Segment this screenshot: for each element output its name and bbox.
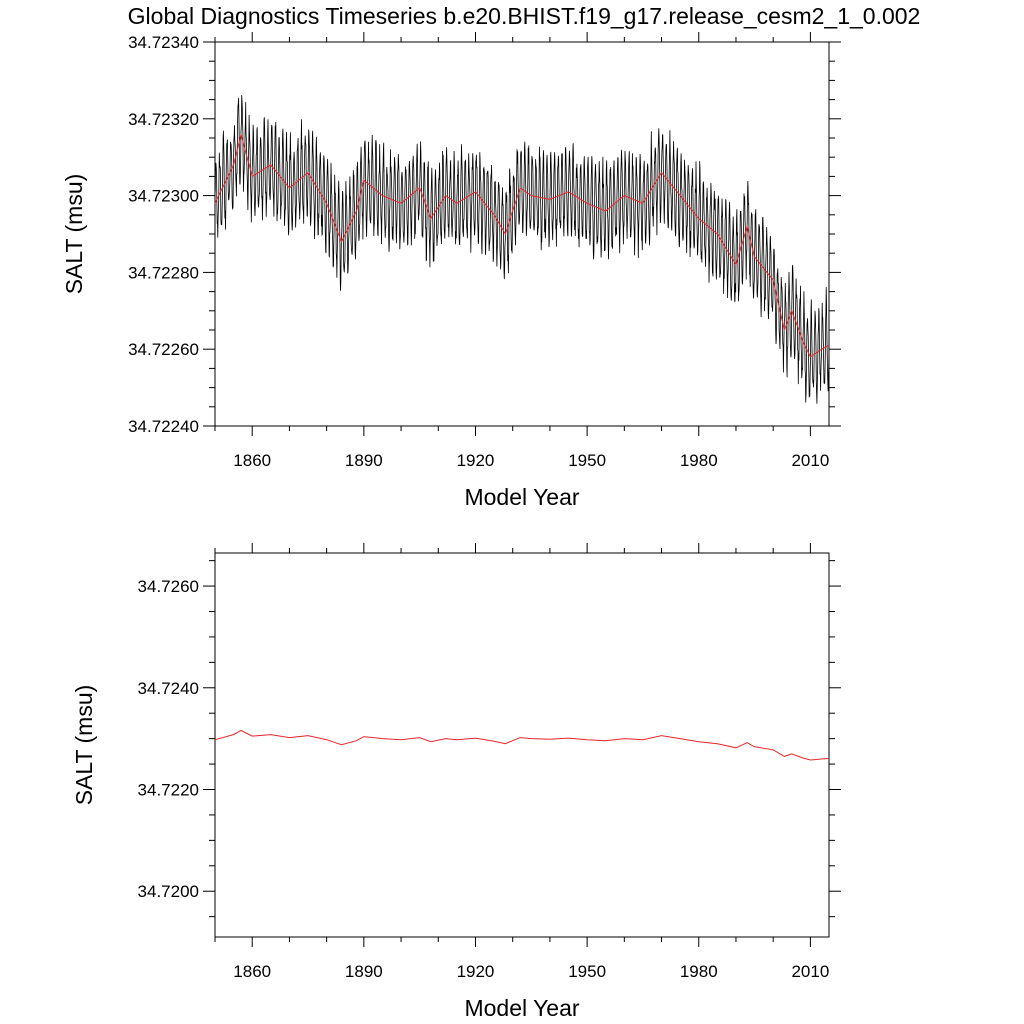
y-tick-label: 34.7220 [138,781,199,800]
series-monthly-line [214,95,830,404]
y-tick-label: 34.72260 [128,340,199,359]
panel-1-series [214,95,830,404]
x-tick-label: 1860 [233,451,271,470]
x-tick-label: 1950 [568,451,606,470]
y-tick-label: 34.7240 [138,679,199,698]
x-tick-label: 1920 [457,962,495,981]
y-tick-label: 34.72280 [128,263,199,282]
y-tick-label: 34.72320 [128,110,199,129]
panel-1-x-ticks: 1860 1890 1920 1950 1980 2010 [214,32,829,470]
x-tick-label: 1890 [345,451,383,470]
x-tick-label: 1980 [680,962,718,981]
panel-1: 1860 1890 1920 1950 1980 2010 34.72240 34.7226… [61,32,841,510]
y-tick-label: 34.72340 [128,33,199,52]
x-tick-label: 2010 [791,962,829,981]
panel-1-y-axis-title: SALT (msu) [61,174,87,295]
panel-2-y-ticks: 34.7200 34.7220 34.7240 34.7260 [138,560,841,918]
panel-1-y-ticks: 34.72240 34.72260 34.72280 34.72300 34.72320… [128,33,841,436]
x-tick-label: 1890 [345,962,383,981]
panel-2-x-axis-title: Model Year [464,995,579,1021]
panel-1-x-axis-title: Model Year [464,484,579,510]
x-tick-label: 1860 [233,962,271,981]
figure-title: Global Diagnostics Timeseries b.e20.BHIS… [128,3,921,29]
panel-2-y-axis-title: SALT (msu) [71,685,97,806]
panel-2-series [214,729,830,761]
x-tick-label: 1950 [568,962,606,981]
panel-2-x-ticks: 1860 1890 1920 1950 1980 2010 [214,543,829,981]
y-tick-label: 34.72300 [128,187,199,206]
x-tick-label: 2010 [791,451,829,470]
panel-2: 1860 1890 1920 1950 1980 2010 34.720034.72203… [71,543,841,1021]
y-tick-label: 34.72240 [128,417,199,436]
y-tick-label: 34.7260 [138,577,199,596]
y-tick-label: 34.7200 [138,882,199,901]
x-tick-label: 1980 [680,451,718,470]
series-annual-mean-line [214,729,830,761]
x-tick-label: 1920 [457,451,495,470]
series-annual-mean-line [214,134,830,358]
panel-2-plot-area [214,552,830,938]
